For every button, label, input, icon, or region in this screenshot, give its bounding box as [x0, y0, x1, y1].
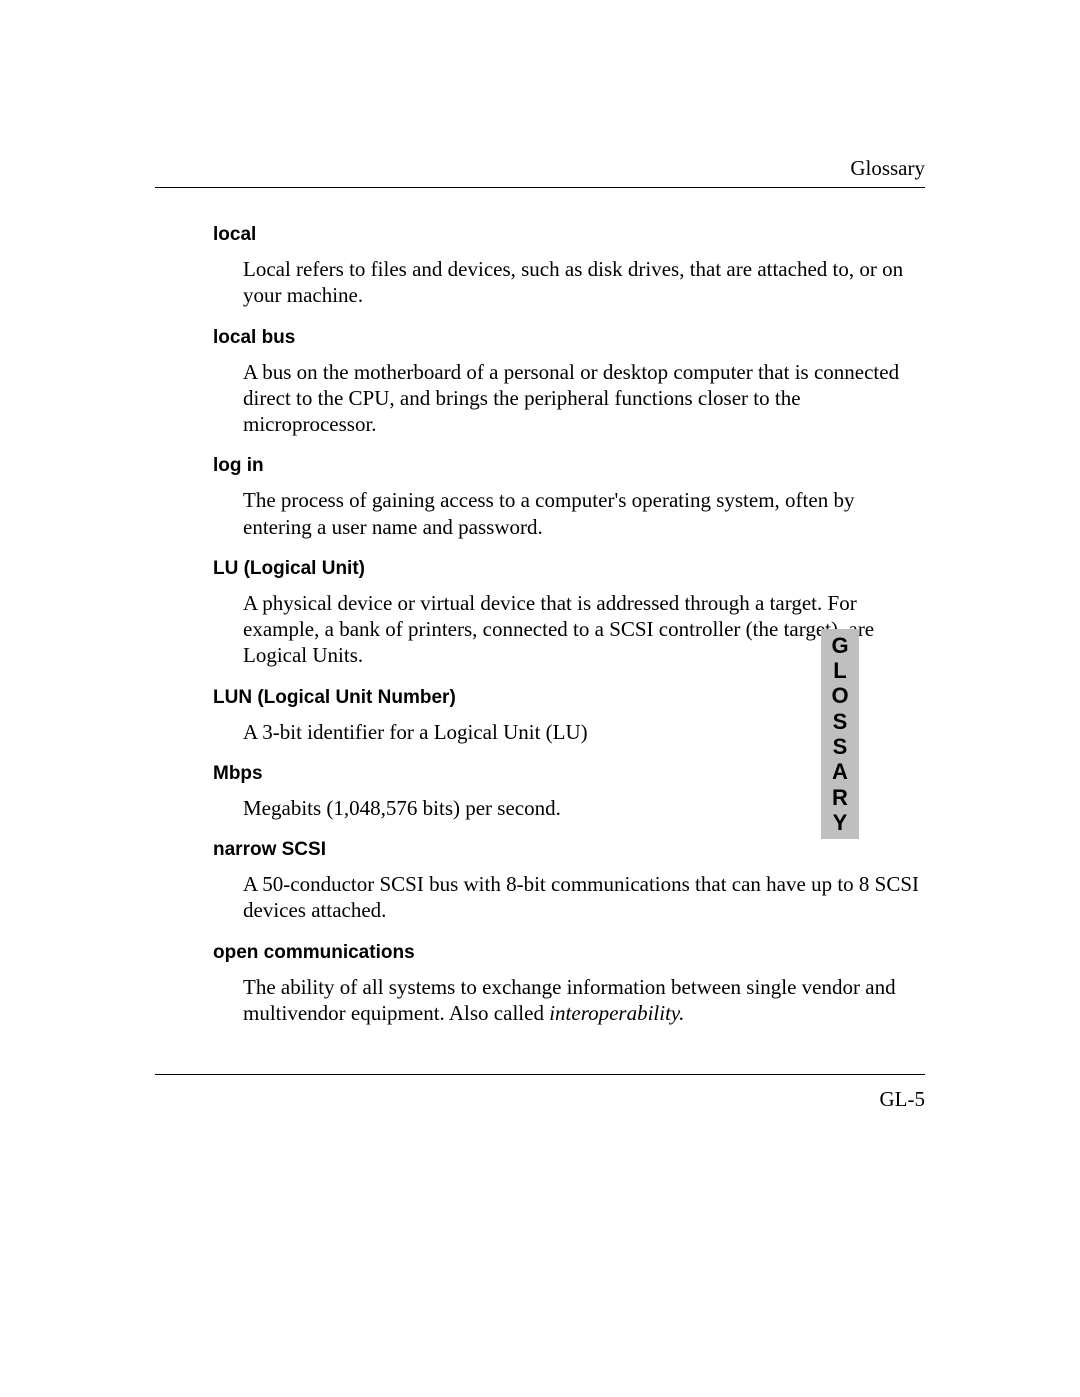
side-tab-letter: O	[831, 683, 848, 708]
side-tab-letter: G	[831, 633, 848, 658]
page-content: Glossary local Local refers to files and …	[155, 156, 925, 1044]
side-tab-letter: A	[832, 759, 848, 784]
glossary-entries: local Local refers to files and devices, …	[155, 224, 925, 1026]
glossary-entry: local bus A bus on the motherboard of a p…	[155, 327, 925, 438]
glossary-entry: log in The process of gaining access to a…	[155, 455, 925, 540]
side-tab-letter: S	[833, 734, 848, 759]
glossary-term: open communications	[213, 942, 925, 964]
glossary-entry: narrow SCSI A 50-conductor SCSI bus with …	[155, 839, 925, 924]
side-tab-letter: R	[832, 785, 848, 810]
glossary-definition: A 50-conductor SCSI bus with 8-bit commu…	[243, 871, 923, 924]
glossary-entry: open communications The ability of all sy…	[155, 942, 925, 1027]
header-title: Glossary	[155, 156, 925, 188]
glossary-term: LUN (Logical Unit Number)	[213, 687, 925, 709]
glossary-term: LU (Logical Unit)	[213, 558, 925, 580]
glossary-definition: Local refers to files and devices, such …	[243, 256, 923, 309]
glossary-entry: LUN (Logical Unit Number)A 3-bit identif…	[155, 687, 925, 745]
glossary-entry: local Local refers to files and devices, …	[155, 224, 925, 309]
side-tab-glossary: GLOSSARY	[821, 629, 859, 839]
glossary-term: local	[213, 224, 925, 246]
glossary-term: narrow SCSI	[213, 839, 925, 861]
glossary-term: log in	[213, 455, 925, 477]
glossary-term: local bus	[213, 327, 925, 349]
glossary-definition: A bus on the motherboard of a personal o…	[243, 359, 923, 438]
side-tab-letter: Y	[833, 810, 848, 835]
side-tab-letter: L	[833, 658, 846, 683]
side-tab-letter: S	[833, 709, 848, 734]
glossary-entry: MbpsMegabits (1,048,576 bits) per second…	[155, 763, 925, 821]
glossary-entry: LU (Logical Unit)A physical device or vi…	[155, 558, 925, 669]
glossary-term: Mbps	[213, 763, 925, 785]
page-number: GL-5	[880, 1087, 926, 1111]
glossary-definition: The ability of all systems to exchange i…	[243, 974, 923, 1027]
glossary-definition: The process of gaining access to a compu…	[243, 487, 923, 540]
page-footer: GL-5	[155, 1074, 925, 1112]
